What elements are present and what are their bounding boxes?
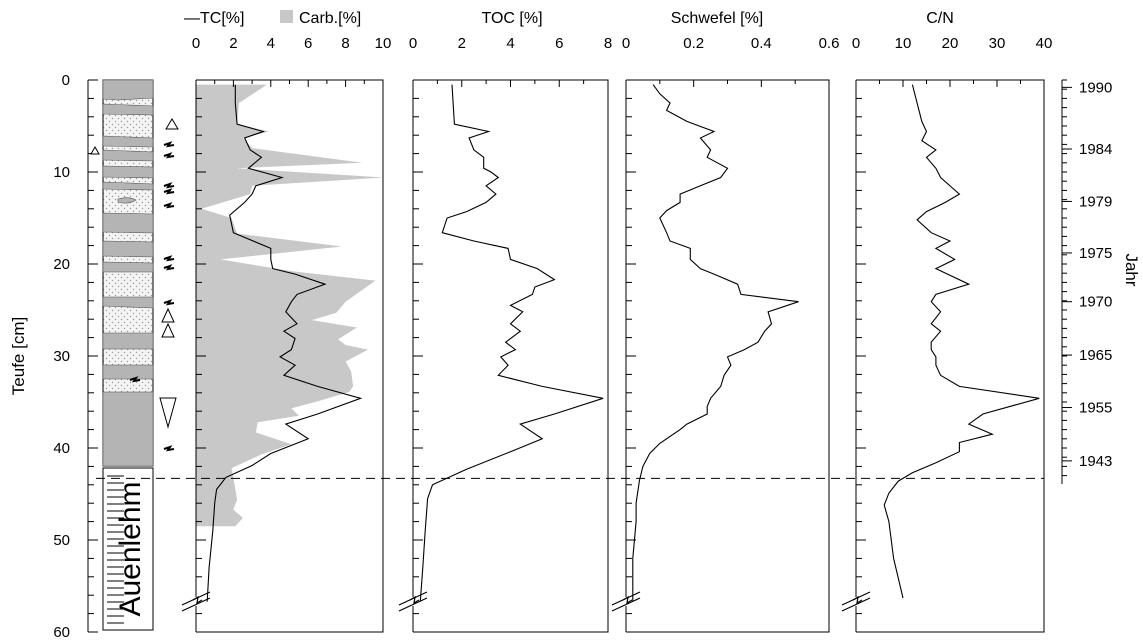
x-tick-label: 6 — [555, 35, 563, 52]
core-layer — [102, 261, 154, 273]
panel-title-toc: TOC [%] — [481, 10, 542, 27]
panel-frame — [413, 79, 609, 633]
shell-icon — [163, 445, 175, 452]
year-label: 1955 — [1079, 400, 1112, 417]
core-layer — [102, 79, 154, 101]
depth-tick-label: 40 — [53, 440, 70, 457]
year-axis-title: Jahr — [1122, 253, 1141, 286]
core-lens — [117, 197, 137, 204]
axis-break-icon — [852, 595, 863, 605]
legend-tc-label: —TC[%] — [184, 10, 244, 27]
panel-frame — [856, 79, 1045, 633]
core-layer — [102, 296, 154, 309]
x-tick-label: 0.2 — [683, 35, 704, 52]
x-tick-label: 4 — [506, 35, 514, 52]
year-label: 1943 — [1079, 453, 1112, 470]
panel-tc-carb: —TC[%] Carb.[%] 0 2 4 6 8 10 — [181, 10, 392, 633]
x-tick-label: 40 — [1036, 35, 1053, 52]
depth-axis-title: Teufe [cm] — [9, 317, 28, 395]
shell-icon — [163, 299, 175, 306]
shell-icon — [163, 152, 175, 159]
legend-carb-swatch — [280, 10, 293, 23]
x-tick-label: 0 — [622, 35, 630, 52]
axis-break-icon — [622, 595, 633, 605]
core-layer — [102, 332, 154, 350]
triangle-up-icon — [161, 322, 175, 338]
core-layer — [102, 181, 154, 191]
x-tick-label: 10 — [375, 35, 392, 52]
core-layer — [102, 391, 154, 467]
x-tick-label: 8 — [604, 35, 612, 52]
year-label: 1990 — [1079, 79, 1112, 96]
core-layer — [102, 149, 154, 162]
year-label: 1970 — [1079, 294, 1112, 311]
core-layer — [102, 212, 154, 234]
x-tick-label: 0 — [192, 35, 200, 52]
shell-icon — [163, 264, 175, 271]
year-label: 1979 — [1079, 193, 1112, 210]
core-layer — [102, 165, 154, 179]
depth-tick-label: 20 — [53, 256, 70, 273]
axis-break-icon — [409, 595, 420, 605]
series-line-tc-carb — [206, 84, 363, 602]
tc-carb-legend: —TC[%] Carb.[%] — [184, 10, 361, 27]
x-tick-label: 10 — [895, 35, 912, 52]
depth-tick-label: 60 — [53, 624, 70, 641]
depth-tick-label: 30 — [53, 348, 70, 365]
year-label: 1975 — [1079, 245, 1112, 262]
sediment-core-column: Auenlehm — [90, 79, 179, 631]
legend-carb-label: Carb.[%] — [299, 10, 361, 27]
core-auenlehm-box — [102, 467, 154, 631]
panel-frame — [626, 79, 830, 633]
depth-ticks: 0 10 20 30 40 50 60 — [53, 72, 98, 641]
series-line-cn — [883, 84, 1040, 599]
shell-icon — [163, 141, 175, 148]
core-layer — [102, 364, 154, 380]
shell-icon — [163, 255, 175, 262]
core-auenlehm-hatch — [107, 475, 124, 624]
year-label: 1984 — [1079, 141, 1112, 158]
panel-title-cn: C/N — [926, 10, 954, 27]
depth-tick-label: 10 — [53, 164, 70, 181]
core-dark-layers — [102, 79, 154, 467]
axis-break-icon — [192, 595, 203, 605]
panel-toc: TOC [%] 0 2 4 6 8 — [398, 10, 612, 633]
x-tick-label: 0 — [409, 35, 417, 52]
x-tick-label: 8 — [341, 35, 349, 52]
auenlehm-label: Auenlehm — [114, 481, 147, 616]
depth-axis: Teufe [cm] 0 10 20 30 40 50 60 — [9, 72, 98, 641]
year-ticks: 1990 1984 1979 1975 1970 1965 1955 1943 — [1062, 79, 1112, 477]
core-layer — [102, 240, 154, 258]
x-tick-label: 0 — [852, 35, 860, 52]
panel-title-schwefel: Schwefel [%] — [671, 10, 763, 27]
triangle-down-icon — [159, 397, 177, 429]
depth-tick-label: 50 — [53, 532, 70, 549]
core-layer — [102, 103, 154, 116]
panel-cn: C/N 0 10 20 30 40 — [841, 10, 1053, 633]
series-line-toc — [419, 84, 604, 602]
x-tick-label: 2 — [229, 35, 237, 52]
shell-icon — [129, 376, 141, 383]
core-layer — [102, 135, 154, 148]
year-axis: 1990 1984 1979 1975 1970 1965 1955 1943 Jahr — [1061, 79, 1141, 484]
x-tick-label: 20 — [942, 35, 959, 52]
shell-icon — [163, 202, 175, 209]
core-symbols — [90, 118, 179, 452]
series-line-schwefel — [632, 84, 799, 602]
x-tick-label: 0.6 — [819, 35, 840, 52]
triangle-up-icon — [161, 307, 175, 323]
year-label: 1965 — [1079, 347, 1112, 364]
x-tick-label: 2 — [458, 35, 466, 52]
depth-tick-label: 0 — [62, 72, 70, 89]
x-tick-label: 0.4 — [751, 35, 772, 52]
shell-icon — [163, 188, 175, 195]
panel-schwefel: Schwefel [%] 0 0.2 0.4 0.6 — [611, 10, 840, 633]
triangle-up-icon — [90, 145, 100, 155]
x-tick-label: 30 — [989, 35, 1006, 52]
triangle-up-icon — [165, 118, 179, 130]
shell-icon — [163, 182, 175, 189]
x-tick-label: 4 — [267, 35, 275, 52]
x-tick-label: 6 — [304, 35, 312, 52]
